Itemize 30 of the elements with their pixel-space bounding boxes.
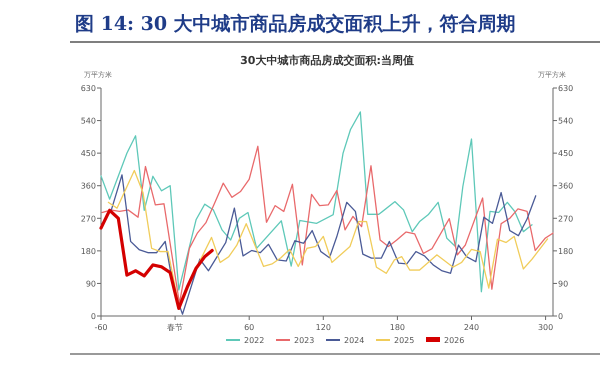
y2-tick-label: 180 [558,246,574,256]
y2-tick-label: 450 [558,149,574,158]
legend-label: 2024 [344,336,364,345]
y-tick-label: 540 [80,116,96,126]
x-tick-label: 120 [316,323,331,332]
legend-label: 2025 [394,336,414,345]
y-tick-label: 90 [86,279,96,288]
y2-tick-label: 360 [558,182,574,191]
y-tick-label: 360 [80,182,96,191]
y-tick-label: 450 [80,149,96,158]
y2-tick-label: 270 [558,214,574,224]
legend-label: 2026 [444,336,464,345]
y2-tick-label: 540 [558,116,574,126]
y-tick-label: 630 [80,84,96,93]
y2-tick-label: 90 [558,279,568,288]
legend-label: 2022 [244,336,264,345]
x-tick-label: 春节 [167,323,184,332]
chart-subtitle: 30大中城市商品房成交面积:当周值 [240,54,414,67]
x-tick-label: 240 [464,323,480,332]
chart-title: 图 14: 30 大中城市商品房成交面积上升，符合周期 [75,13,516,35]
y-tick-label: 0 [90,312,96,321]
y2-tick-label: 630 [558,84,574,93]
y2-tick-label: 0 [558,312,564,321]
y-tick-label: 180 [80,246,96,256]
legend-label: 2023 [294,336,314,345]
y-tick-label: 270 [80,214,96,224]
x-tick-label: 300 [538,323,554,332]
x-tick-label: 180 [390,323,406,332]
x-tick-label: -60 [94,323,108,332]
x-tick-label: 60 [244,323,254,332]
